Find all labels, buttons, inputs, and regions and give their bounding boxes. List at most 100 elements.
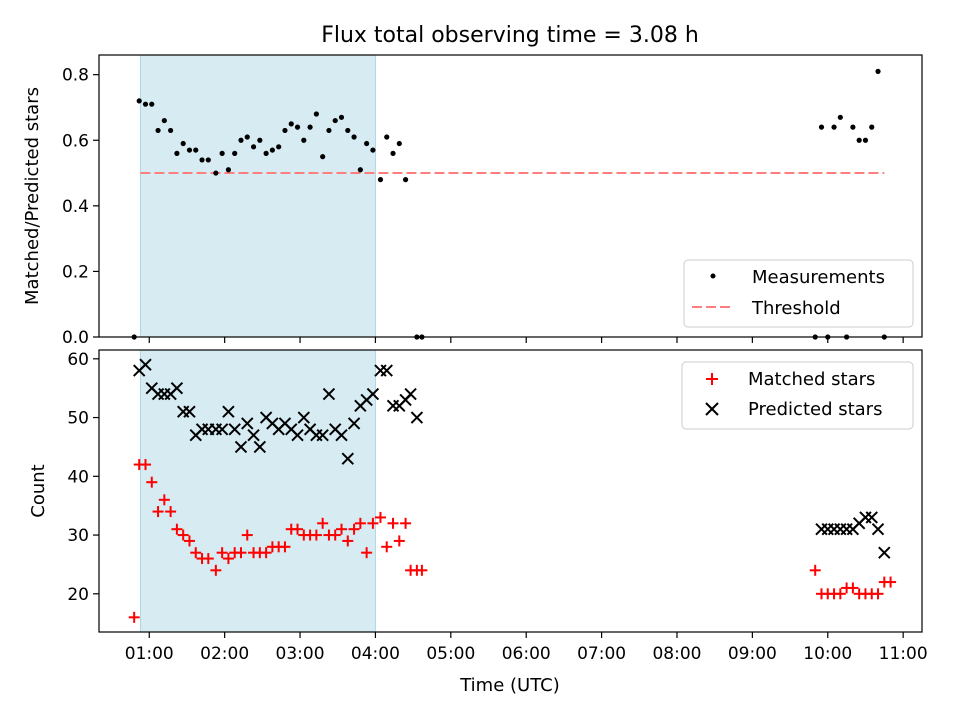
matched-star-point (834, 588, 846, 600)
predicted-star-stroke-b (170, 381, 184, 395)
predicted-star-stroke-b (303, 423, 317, 436)
predicted-star-stroke-b (335, 428, 348, 442)
predicted-star-point (241, 417, 254, 430)
bottom-legend-box (681, 361, 914, 430)
matched-stars-points (128, 459, 897, 623)
top-y-tick-label: 0.0 (62, 328, 89, 348)
matched-star-point (152, 506, 164, 518)
predicted-star-stroke-b (253, 440, 267, 454)
legend-matched-marker (706, 373, 718, 385)
measurement-point (174, 150, 180, 156)
measurement-point (205, 157, 211, 163)
matched-star-point (354, 517, 366, 529)
bottom-y-ticks: 20 30 40 50 60 (67, 350, 99, 605)
measurement-point (213, 170, 219, 176)
predicted-star-point (247, 428, 260, 442)
predicted-stars-points (133, 358, 891, 559)
measurement-point (875, 68, 881, 74)
measurement-point (402, 177, 409, 183)
matched-star-point (400, 517, 412, 529)
predicted-star-point (865, 511, 878, 524)
predicted-star-stroke-b (404, 387, 417, 401)
predicted-star-point (410, 411, 424, 424)
predicted-star-stroke-b (285, 423, 298, 436)
predicted-star-point (316, 428, 329, 442)
measurement-point (332, 117, 338, 124)
top-shaded-span (139, 54, 376, 338)
measurement-point (869, 124, 875, 130)
matched-star-point (342, 535, 354, 547)
predicted-star-stroke-b (322, 387, 336, 401)
predicted-star-point (253, 440, 267, 454)
measurement-point (301, 137, 307, 143)
top-axes-frame (98, 54, 923, 338)
x-tick-label: 08:00 (652, 644, 701, 664)
matched-star-point (222, 553, 234, 565)
legend-measurements-label: Measurements (752, 267, 885, 288)
x-tick-label: 07:00 (577, 644, 626, 664)
bottom-axes-frame (98, 349, 923, 633)
measurement-point (862, 137, 869, 143)
measurement-point (244, 134, 250, 140)
predicted-star-stroke-b (291, 428, 304, 442)
predicted-star-point (170, 381, 184, 395)
matched-star-point (216, 547, 228, 559)
matched-star-point (847, 582, 859, 594)
matched-star-point (279, 541, 291, 553)
matched-star-point (361, 547, 373, 559)
predicted-star-stroke-b (266, 417, 279, 430)
measurement-points (131, 68, 887, 340)
measurement-point (168, 127, 174, 134)
matched-star-point (128, 611, 140, 623)
measurement-point (351, 134, 357, 140)
matched-star-point (165, 506, 177, 518)
predicted-star-point (322, 387, 336, 401)
measurement-point (831, 124, 837, 130)
predicted-star-stroke-b (183, 405, 196, 418)
predicted-star-point (215, 423, 229, 436)
predicted-star-stroke-b (215, 423, 229, 436)
bottom-x-axis-label: Time (UTC) (459, 675, 560, 696)
matched-star-point (416, 564, 428, 576)
measurement-point (338, 114, 345, 120)
matched-star-point (241, 529, 253, 541)
bottom-y-tick-label: 20 (67, 585, 89, 605)
matched-star-point (260, 547, 272, 559)
x-tick-label: 06:00 (502, 644, 551, 664)
predicted-star-point (291, 428, 304, 442)
predicted-star-stroke-b (865, 511, 878, 524)
predicted-star-point (228, 423, 241, 436)
predicted-star-stroke-b (871, 522, 885, 536)
predicted-star-stroke-b (259, 411, 273, 424)
predicted-star-point (139, 358, 152, 371)
predicted-star-point (347, 417, 361, 430)
predicted-star-stroke-b (222, 405, 235, 418)
matched-star-point (393, 535, 405, 547)
chart-title: Flux total observing time = 3.08 h (321, 23, 699, 48)
top-legend: Measurements Threshold (683, 259, 914, 328)
measurement-point (856, 137, 862, 143)
predicted-star-point (878, 546, 891, 559)
legend-predicted-label: Predicted stars (748, 399, 882, 420)
matched-star-point (367, 517, 379, 529)
matched-star-point (329, 529, 341, 541)
predicted-star-stroke-b (228, 423, 241, 436)
matched-star-point (235, 547, 247, 559)
matched-star-point (336, 523, 348, 535)
measurement-point (276, 144, 282, 150)
measurement-point (850, 124, 856, 130)
measurement-point (313, 111, 319, 117)
measurement-point (396, 140, 402, 147)
measurement-point (149, 101, 155, 107)
measurement-point (837, 114, 843, 120)
predicted-star-point (366, 387, 380, 401)
measurement-point (390, 150, 396, 156)
measurement-point (288, 121, 294, 127)
top-y-tick-label: 0.2 (62, 262, 89, 282)
measurement-point (155, 127, 161, 134)
legend-measurements-marker (710, 273, 716, 279)
x-tick-label: 09:00 (728, 644, 777, 664)
matched-star-point (310, 529, 322, 541)
predicted-star-point (234, 440, 248, 454)
